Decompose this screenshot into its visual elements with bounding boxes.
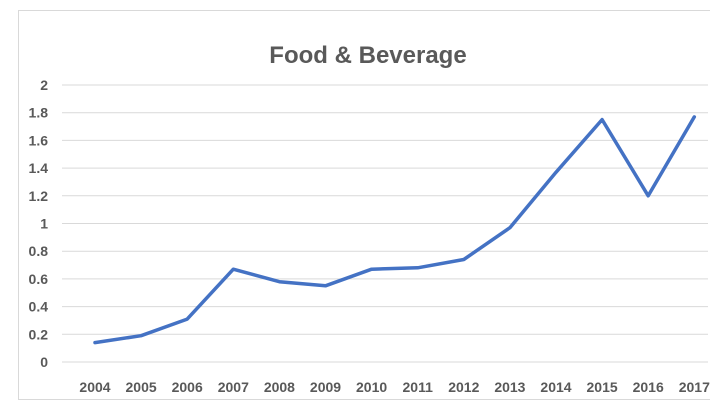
y-tick-label: 0	[40, 354, 48, 370]
y-tick-label: 1.4	[29, 160, 49, 176]
x-tick-label: 2011	[403, 379, 434, 395]
y-tick-label: 1.6	[29, 132, 49, 148]
x-tick-label: 2013	[494, 379, 525, 395]
x-tick-label: 2008	[264, 379, 295, 395]
x-tick-label: 2014	[540, 379, 571, 395]
y-tick-label: 0.8	[29, 243, 49, 259]
grid-lines	[62, 84, 708, 363]
y-tick-label: 1	[40, 216, 48, 232]
y-tick-label: 1.2	[29, 188, 49, 204]
x-tick-label: 2015	[587, 379, 618, 395]
x-tick-label: 2007	[218, 379, 249, 395]
x-tick-label: 2005	[126, 379, 157, 395]
x-tick-label: 2012	[448, 379, 479, 395]
y-tick-label: 0.2	[29, 326, 49, 342]
x-tick-label: 2010	[356, 379, 387, 395]
x-tick-label: 2017	[679, 379, 710, 395]
y-tick-label: 1.8	[29, 105, 49, 121]
x-tick-label: 2004	[79, 379, 110, 395]
chart-title: Food & Beverage	[269, 42, 466, 69]
y-tick-label: 2	[40, 77, 48, 93]
x-tick-label: 2016	[633, 379, 664, 395]
x-tick-label: 2009	[310, 379, 341, 395]
y-tick-label: 0.6	[29, 271, 49, 287]
chart-frame	[18, 10, 710, 400]
y-tick-label: 0.4	[29, 299, 49, 315]
x-tick-label: 2006	[172, 379, 203, 395]
x-axis-ticks: 2004 2005 2006 2007 2008 2009 2010 2011 2012 2013…	[79, 379, 710, 395]
y-axis-ticks: 0 0.2 0.4 0.6 0.8 1 1.2 1.4 1.6 1.8 2	[29, 77, 49, 370]
series-lines	[93, 115, 697, 345]
series-line	[93, 115, 697, 345]
